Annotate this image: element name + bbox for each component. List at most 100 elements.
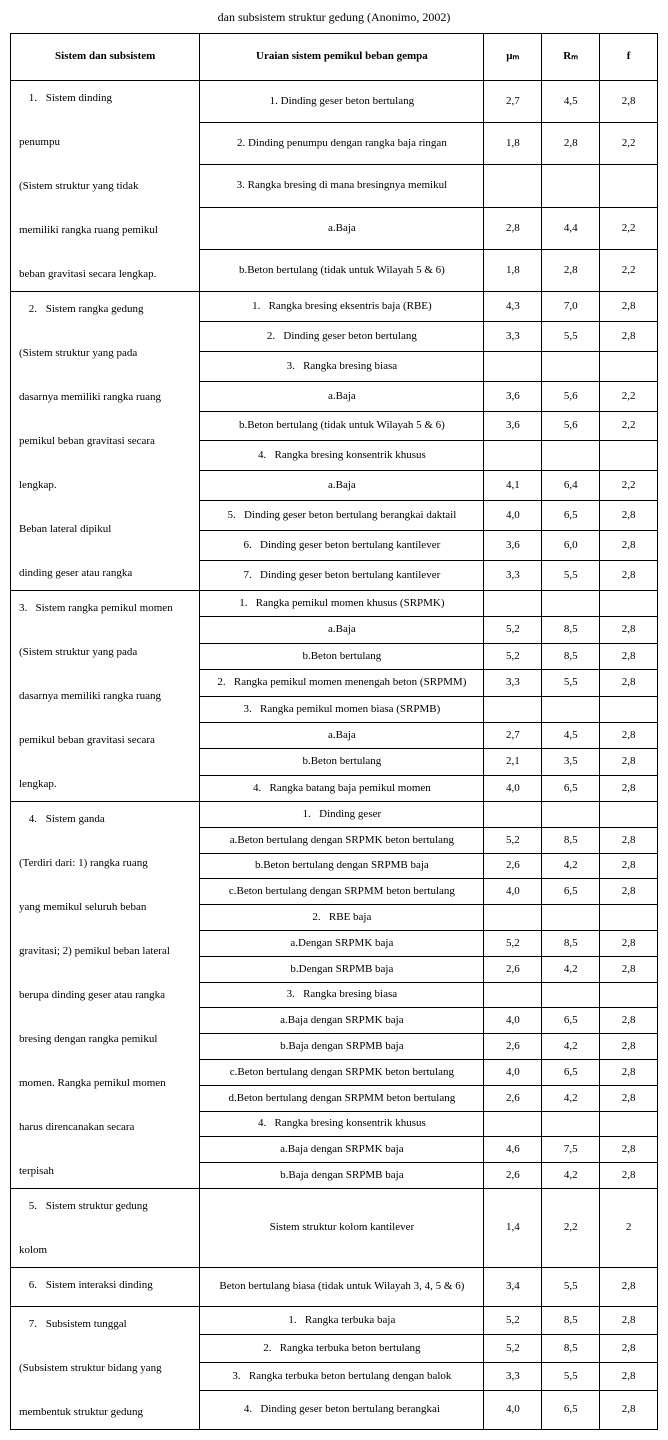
table-row: 6. Sistem interaksi dindingBeton bertula… [11,1268,658,1307]
value-cell: 4,5 [542,81,600,123]
desc-cell: a.Baja [200,617,484,643]
value-cell: 5,5 [542,561,600,591]
value-cell: 4,2 [542,1163,600,1189]
value-cell: 2,8 [600,827,658,853]
desc-cell: a.Baja dengan SRPMK baja [200,1137,484,1163]
value-cell [484,982,542,1008]
value-cell: 4,4 [542,207,600,249]
value-cell: 5,2 [484,617,542,643]
value-cell: 8,5 [542,1307,600,1335]
value-cell: 2,2 [600,381,658,411]
value-cell: 5,5 [542,670,600,696]
main-table: Sistem dan subsistem Uraian sistem pemik… [10,33,658,1430]
table-caption: dan subsistem struktur gedung (Anonimo, … [10,10,658,25]
table-row: 1. Sistem dindingpenumpu(Sistem struktur… [11,81,658,123]
value-cell: 2,8 [600,643,658,669]
desc-cell: 2. RBE baja [200,905,484,931]
value-cell [600,905,658,931]
desc-cell: 2. Rangka terbuka beton bertulang [200,1335,484,1363]
desc-cell: d.Beton bertulang dengan SRPMM beton ber… [200,1085,484,1111]
value-cell: 4,5 [542,722,600,748]
desc-cell: c.Beton bertulang dengan SRPMK beton ber… [200,1059,484,1085]
desc-cell: 4. Rangka bresing konsentrik khusus [200,441,484,471]
value-cell: 2,8 [600,1008,658,1034]
value-cell [484,1111,542,1137]
system-cell: 1. Sistem dindingpenumpu(Sistem struktur… [11,81,200,292]
value-cell [600,591,658,617]
desc-cell: b.Beton bertulang [200,643,484,669]
th-desc: Uraian sistem pemikul beban gempa [200,34,484,81]
value-cell: 5,2 [484,930,542,956]
value-cell: 3,3 [484,321,542,351]
value-cell: 2,8 [600,930,658,956]
table-row: 4. Sistem ganda(Terdiri dari: 1) rangka … [11,802,658,828]
value-cell: 2,8 [600,1137,658,1163]
value-cell: 6,5 [542,1059,600,1085]
value-cell: 2,2 [600,207,658,249]
value-cell: 2,8 [600,1163,658,1189]
desc-cell: 2. Rangka pemikul momen menengah beton (… [200,670,484,696]
value-cell: 2,8 [600,321,658,351]
value-cell [542,982,600,1008]
value-cell [542,591,600,617]
value-cell: 2,8 [600,775,658,801]
value-cell: 4,2 [542,1034,600,1060]
value-cell: 5,5 [542,1363,600,1391]
desc-cell: 2. Dinding penumpu dengan rangka baja ri… [200,123,484,165]
desc-cell: 1. Rangka terbuka baja [200,1307,484,1335]
value-cell: 2,8 [600,749,658,775]
desc-cell: a.Beton bertulang dengan SRPMK beton ber… [200,827,484,853]
value-cell [542,1111,600,1137]
value-cell: 2,8 [542,123,600,165]
value-cell: 1,8 [484,123,542,165]
value-cell: 6,5 [542,1391,600,1430]
value-cell [484,441,542,471]
value-cell [600,982,658,1008]
desc-cell: b.Baja dengan SRPMB baja [200,1163,484,1189]
value-cell: 3,4 [484,1268,542,1307]
value-cell [542,165,600,207]
value-cell: 3,3 [484,670,542,696]
value-cell: 8,5 [542,1335,600,1363]
desc-cell: 1. Dinding geser beton bertulang [200,81,484,123]
value-cell: 3,6 [484,381,542,411]
value-cell: 2,8 [600,292,658,322]
table-body: 1. Sistem dindingpenumpu(Sistem struktur… [11,81,658,1430]
value-cell: 3,6 [484,411,542,441]
desc-cell: 3. Rangka bresing biasa [200,982,484,1008]
table-row: 3. Sistem rangka pemikul momen(Sistem st… [11,591,658,617]
value-cell: 2,2 [600,249,658,291]
value-cell: 5,2 [484,1335,542,1363]
value-cell: 4,0 [484,775,542,801]
value-cell: 2,6 [484,853,542,879]
th-rm: Rₘ [542,34,600,81]
value-cell: 3,3 [484,1363,542,1391]
system-cell: 6. Sistem interaksi dinding [11,1268,200,1307]
desc-cell: a.Baja [200,207,484,249]
desc-cell: a.Baja [200,381,484,411]
value-cell [542,441,600,471]
value-cell: 2,6 [484,1163,542,1189]
th-mu: μₘ [484,34,542,81]
desc-cell: a.Baja [200,471,484,501]
value-cell: 2 [600,1189,658,1268]
desc-cell: 5. Dinding geser beton bertulang berangk… [200,501,484,531]
value-cell: 5,5 [542,321,600,351]
value-cell: 8,5 [542,827,600,853]
desc-cell: Sistem struktur kolom kantilever [200,1189,484,1268]
value-cell: 2,8 [600,1307,658,1335]
desc-cell: b.Beton bertulang dengan SRPMB baja [200,853,484,879]
value-cell: 6,5 [542,1008,600,1034]
system-cell: 4. Sistem ganda(Terdiri dari: 1) rangka … [11,802,200,1189]
value-cell: 5,2 [484,1307,542,1335]
desc-cell: 4. Rangka batang baja pemikul momen [200,775,484,801]
value-cell: 7,5 [542,1137,600,1163]
value-cell [542,802,600,828]
value-cell: 2,2 [600,411,658,441]
value-cell: 2,8 [600,1391,658,1430]
value-cell: 4,0 [484,1008,542,1034]
value-cell: 2,8 [600,1363,658,1391]
value-cell: 4,2 [542,853,600,879]
value-cell: 2,8 [600,722,658,748]
value-cell: 2,8 [600,1059,658,1085]
